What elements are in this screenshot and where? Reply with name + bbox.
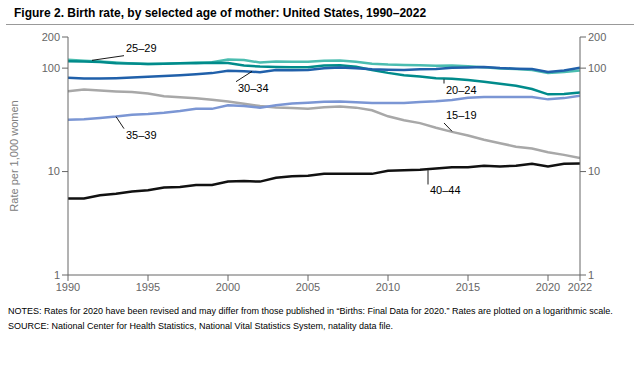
svg-text:2022: 2022 [568, 281, 592, 293]
svg-text:2015: 2015 [456, 281, 480, 293]
svg-text:100: 100 [42, 62, 60, 74]
svg-text:100: 100 [588, 62, 606, 74]
svg-text:2020: 2020 [536, 281, 560, 293]
svg-text:2005: 2005 [296, 281, 320, 293]
html-text:Figure 2. Birth rate, by selec: Figure 2. Birth rate, by selected age of… [14, 6, 427, 20]
svg-text:200: 200 [588, 31, 606, 43]
svg-text:10: 10 [48, 165, 60, 177]
svg-text:20–24: 20–24 [446, 84, 477, 96]
svg-text:10: 10 [588, 165, 600, 177]
svg-text:2010: 2010 [376, 281, 400, 293]
svg-text:25–29: 25–29 [126, 42, 157, 54]
svg-text:Rate per 1,000 women: Rate per 1,000 women [8, 100, 20, 211]
svg-text:1995: 1995 [136, 281, 160, 293]
svg-text:30–34: 30–34 [238, 82, 269, 94]
html-text:SOURCE: National Center for He: SOURCE: National Center for Health Stati… [8, 321, 393, 331]
svg-text:1: 1 [54, 269, 60, 281]
svg-text:40–44: 40–44 [430, 184, 461, 196]
svg-text:35–39: 35–39 [126, 129, 157, 141]
html-text:NOTES: Rates for 2020 have bee: NOTES: Rates for 2020 have been revised … [8, 306, 613, 316]
svg-text:1990: 1990 [56, 281, 80, 293]
svg-text:15–19: 15–19 [446, 109, 477, 121]
svg-text:200: 200 [42, 31, 60, 43]
svg-text:2000: 2000 [216, 281, 240, 293]
svg-text:1: 1 [588, 269, 594, 281]
